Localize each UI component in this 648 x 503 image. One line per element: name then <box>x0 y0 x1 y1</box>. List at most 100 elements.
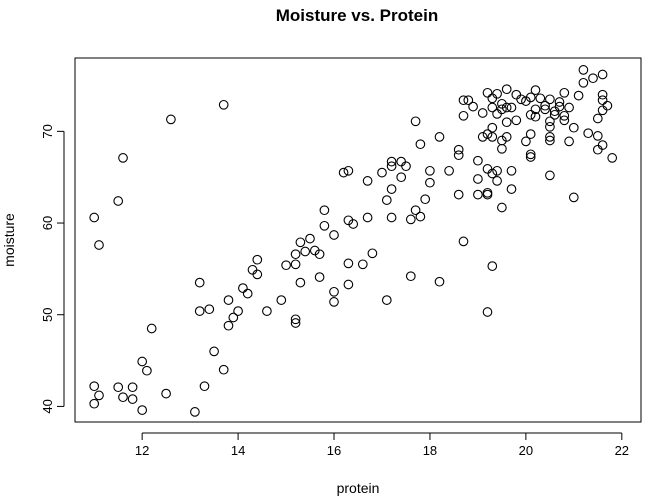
data-point <box>487 261 498 271</box>
data-point <box>425 165 435 176</box>
data-point <box>252 254 263 265</box>
data-point <box>602 100 613 111</box>
data-point <box>319 220 330 231</box>
data-point <box>194 306 205 316</box>
data-point <box>473 155 483 166</box>
y-tick-label: 40 <box>40 399 55 413</box>
data-point <box>468 101 478 112</box>
data-point <box>146 323 157 334</box>
data-point <box>425 177 435 188</box>
data-point <box>525 109 536 120</box>
data-point <box>573 90 584 101</box>
data-point <box>492 165 502 176</box>
data-point <box>276 295 287 305</box>
data-point <box>540 100 550 111</box>
data-point <box>506 102 517 113</box>
data-point <box>233 306 243 316</box>
x-tick-label: 14 <box>231 443 245 458</box>
data-point <box>161 388 171 399</box>
data-point <box>142 365 152 376</box>
data-point <box>521 136 531 147</box>
data-point <box>497 143 507 154</box>
data-point <box>535 93 546 104</box>
data-point <box>204 304 215 315</box>
data-point <box>530 111 541 122</box>
data-point <box>506 165 517 176</box>
data-point <box>89 398 100 409</box>
data-point <box>242 288 253 299</box>
data-point <box>348 219 359 229</box>
data-point <box>588 73 598 84</box>
data-point <box>199 381 210 392</box>
data-point <box>545 135 555 146</box>
data-point <box>482 129 493 139</box>
data-point <box>545 132 555 142</box>
data-point <box>578 65 589 75</box>
data-point <box>290 318 301 328</box>
data-point <box>410 205 421 216</box>
data-point <box>578 77 589 88</box>
data-point <box>516 94 526 105</box>
data-point <box>525 149 536 160</box>
data-point <box>564 102 574 113</box>
data-point <box>314 249 325 260</box>
data-point <box>381 195 392 205</box>
data-point <box>497 202 507 213</box>
data-point <box>405 271 416 282</box>
data-point <box>458 236 469 247</box>
data-point <box>487 102 498 113</box>
data-point <box>401 161 411 172</box>
data-point <box>511 115 522 126</box>
data-point <box>568 192 579 203</box>
data-point <box>357 259 368 270</box>
data-point <box>597 105 608 116</box>
data-point <box>473 189 483 200</box>
data-point <box>434 132 445 142</box>
data-point <box>410 116 421 127</box>
data-point <box>487 168 498 179</box>
y-axis: 40 50 60 70 <box>40 124 65 414</box>
data-point <box>329 297 339 307</box>
data-point <box>415 211 426 222</box>
data-point <box>137 356 148 367</box>
x-tick-label: 16 <box>327 443 341 458</box>
data-point <box>300 246 311 257</box>
data-point <box>592 144 603 155</box>
data-point <box>415 139 426 150</box>
data-point <box>477 132 488 142</box>
data-point <box>367 248 378 259</box>
data-point <box>290 314 301 325</box>
data-point <box>525 92 536 103</box>
data-point <box>247 264 258 275</box>
data-point <box>453 150 464 161</box>
data-point <box>396 156 407 167</box>
data-point <box>262 306 272 316</box>
data-point <box>473 174 483 184</box>
data-point <box>597 89 608 100</box>
y-tick-label: 60 <box>40 216 55 230</box>
data-point <box>492 88 502 99</box>
data-point <box>420 194 431 205</box>
data-point <box>377 167 387 178</box>
data-point <box>94 240 104 250</box>
data-point <box>511 89 522 100</box>
y-tick-label: 50 <box>40 307 55 321</box>
x-tick-label: 18 <box>423 443 437 458</box>
data-point <box>540 104 550 115</box>
data-point <box>127 382 138 393</box>
data-point <box>545 94 555 105</box>
data-point <box>94 390 104 401</box>
data-point <box>559 87 570 98</box>
y-axis-label: moisture <box>1 213 17 267</box>
data-point <box>386 184 397 194</box>
data-point <box>482 189 493 200</box>
data-point <box>559 110 570 121</box>
data-point <box>329 286 339 297</box>
data-point <box>343 279 354 290</box>
data-point <box>386 156 397 167</box>
data-point <box>597 69 608 80</box>
data-point <box>492 109 502 119</box>
y-tick-label: 70 <box>40 124 55 138</box>
data-point <box>501 132 512 142</box>
data-point <box>118 392 128 403</box>
